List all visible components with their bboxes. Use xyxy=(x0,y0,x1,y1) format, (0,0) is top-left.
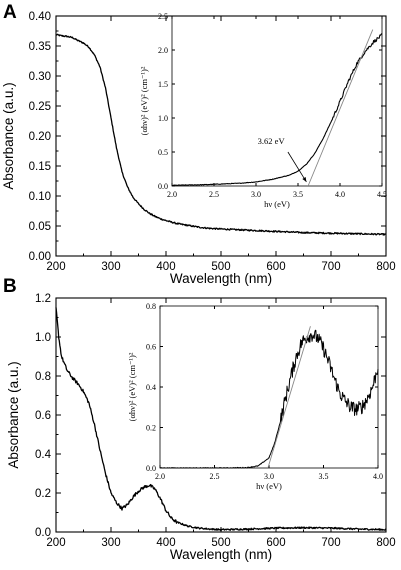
a-inset-y-tick-label: 1.0 xyxy=(158,114,168,123)
chart-b-inset: 2.0 2.5 3.0 3.5 4.0 0.0 0.2 0.4 0.6 0.8 hν (eV) (αh… xyxy=(127,302,383,491)
b-main-x-tick-label: 500 xyxy=(211,537,230,549)
a-main-x-tick-label: 800 xyxy=(376,261,395,273)
a-main-y-tick-label: 0.25 xyxy=(29,101,51,113)
a-main-x-axis-title: Wavelength (nm) xyxy=(170,271,272,286)
b-main-y-axis-title: Absorbance (a.u.) xyxy=(6,361,21,468)
b-inset-y-tick-label: 0.8 xyxy=(146,302,156,311)
b-inset-x-tick-label: 2.5 xyxy=(210,472,220,481)
a-main-y-tick-label: 0.15 xyxy=(29,161,51,173)
a-inset-y-tick-label: 2.5 xyxy=(158,12,168,21)
b-inset-y-tick-label: 0.2 xyxy=(146,423,156,432)
b-inset-y-tick-label: 0.4 xyxy=(146,383,156,392)
a-main-y-tick-label: 0.20 xyxy=(29,131,51,143)
a-inset-series-0-line xyxy=(171,33,383,186)
a-main-y-tick-label: 0.05 xyxy=(29,221,51,233)
a-inset-annotation-arrowhead xyxy=(302,176,307,182)
b-inset-x-tick-label: 2.0 xyxy=(155,472,165,481)
a-inset-frame xyxy=(171,15,383,187)
a-inset-y-axis-title: (αhν)² (eV)² (cm⁻¹)² xyxy=(139,66,149,135)
a-inset-x-tick-label: 4.5 xyxy=(377,190,387,199)
a-inset-y-tick-label: 2.0 xyxy=(158,46,168,55)
b-main-y-tick-label: 0.6 xyxy=(35,410,51,422)
b-inset-y-tick-label: 0.6 xyxy=(146,342,156,351)
a-main-x-tick-label: 500 xyxy=(211,261,230,273)
b-main-y-tick-label: 0.8 xyxy=(35,371,51,383)
a-main-y-tick-label: 0.00 xyxy=(29,251,51,263)
b-main-y-tick-label: 0.4 xyxy=(35,449,52,461)
a-main-y-tick-label: 0.35 xyxy=(29,41,51,53)
b-inset-x-tick-label: 3.5 xyxy=(319,472,329,481)
b-inset-series-0-line xyxy=(159,329,379,469)
panel-label-a: A xyxy=(3,2,17,23)
b-inset-y-tick-label: 0.0 xyxy=(146,464,156,473)
a-main-x-tick-label: 400 xyxy=(156,261,175,273)
a-inset-x-tick-label: 3.5 xyxy=(293,190,303,199)
b-main-series-0-line xyxy=(55,307,387,531)
b-main-x-axis-title: Wavelength (nm) xyxy=(170,547,272,562)
a-main-x-tick-label: 200 xyxy=(46,261,65,273)
b-main-y-tick-label: 0.2 xyxy=(35,488,51,500)
chart-b-main: 200 300 400 500 600 700 800 0.0 0.2 0.4 0.6 0.8 1.0 1… xyxy=(6,293,396,562)
b-main-x-tick-label: 600 xyxy=(266,537,285,549)
b-inset-tangent-fit-line xyxy=(267,326,311,469)
a-main-y-axis-title: Absorbance (a.u.) xyxy=(1,82,16,189)
b-main-x-tick-label: 700 xyxy=(321,537,340,549)
a-main-y-tick-label: 0.10 xyxy=(29,191,51,203)
a-main-x-tick-label: 300 xyxy=(101,261,120,273)
a-main-series-0-line xyxy=(55,33,387,236)
b-inset-y-axis-title: (αhν)² (eV)² (cm⁻¹)² xyxy=(127,352,137,421)
a-main-y-tick-label: 0.30 xyxy=(29,71,51,83)
a-inset-bandgap-annotation: 3.62 eV xyxy=(258,136,286,146)
b-main-x-tick-label: 300 xyxy=(101,537,120,549)
panel-label-b: B xyxy=(3,276,17,297)
b-main-x-tick-label: 400 xyxy=(156,537,175,549)
b-main-x-tick-label: 200 xyxy=(46,537,65,549)
b-main-x-tick-label: 800 xyxy=(376,537,395,549)
a-inset-y-tick-label: 0.5 xyxy=(158,148,168,157)
b-main-y-tick-label: 1.0 xyxy=(35,332,51,344)
b-inset-x-tick-label: 3.0 xyxy=(264,472,274,481)
a-inset-tangent-fit-line xyxy=(307,29,374,187)
chart-a-inset: 2.0 2.5 3.0 3.5 4.0 4.5 0.0 0.5 1.0 1.5 2.0 2.5 hν (… xyxy=(139,12,387,209)
a-inset-x-tick-label: 2.5 xyxy=(209,190,219,199)
a-inset-x-tick-label: 3.0 xyxy=(251,190,261,199)
b-main-y-tick-label: 1.2 xyxy=(35,293,51,305)
a-inset-x-axis-title: hν (eV) xyxy=(264,199,290,209)
a-inset-x-tick-label: 2.0 xyxy=(167,190,177,199)
chart-a-main: 200 300 400 500 600 700 800 0.00 0.05 0.10 0.15 0.2… xyxy=(1,11,396,286)
a-inset-annotation-arrow xyxy=(287,151,307,183)
a-main-x-tick-label: 600 xyxy=(266,261,285,273)
b-inset-x-tick-label: 4.0 xyxy=(373,472,383,481)
b-inset-x-axis-title: hν (eV) xyxy=(256,481,282,491)
a-main-x-tick-label: 700 xyxy=(321,261,340,273)
a-main-y-tick-label: 0.40 xyxy=(29,11,51,23)
a-inset-y-tick-label: 0.0 xyxy=(158,182,168,191)
b-main-y-tick-label: 0.0 xyxy=(35,527,51,539)
a-inset-x-tick-label: 4.0 xyxy=(335,190,345,199)
a-inset-y-tick-label: 1.5 xyxy=(158,80,168,89)
